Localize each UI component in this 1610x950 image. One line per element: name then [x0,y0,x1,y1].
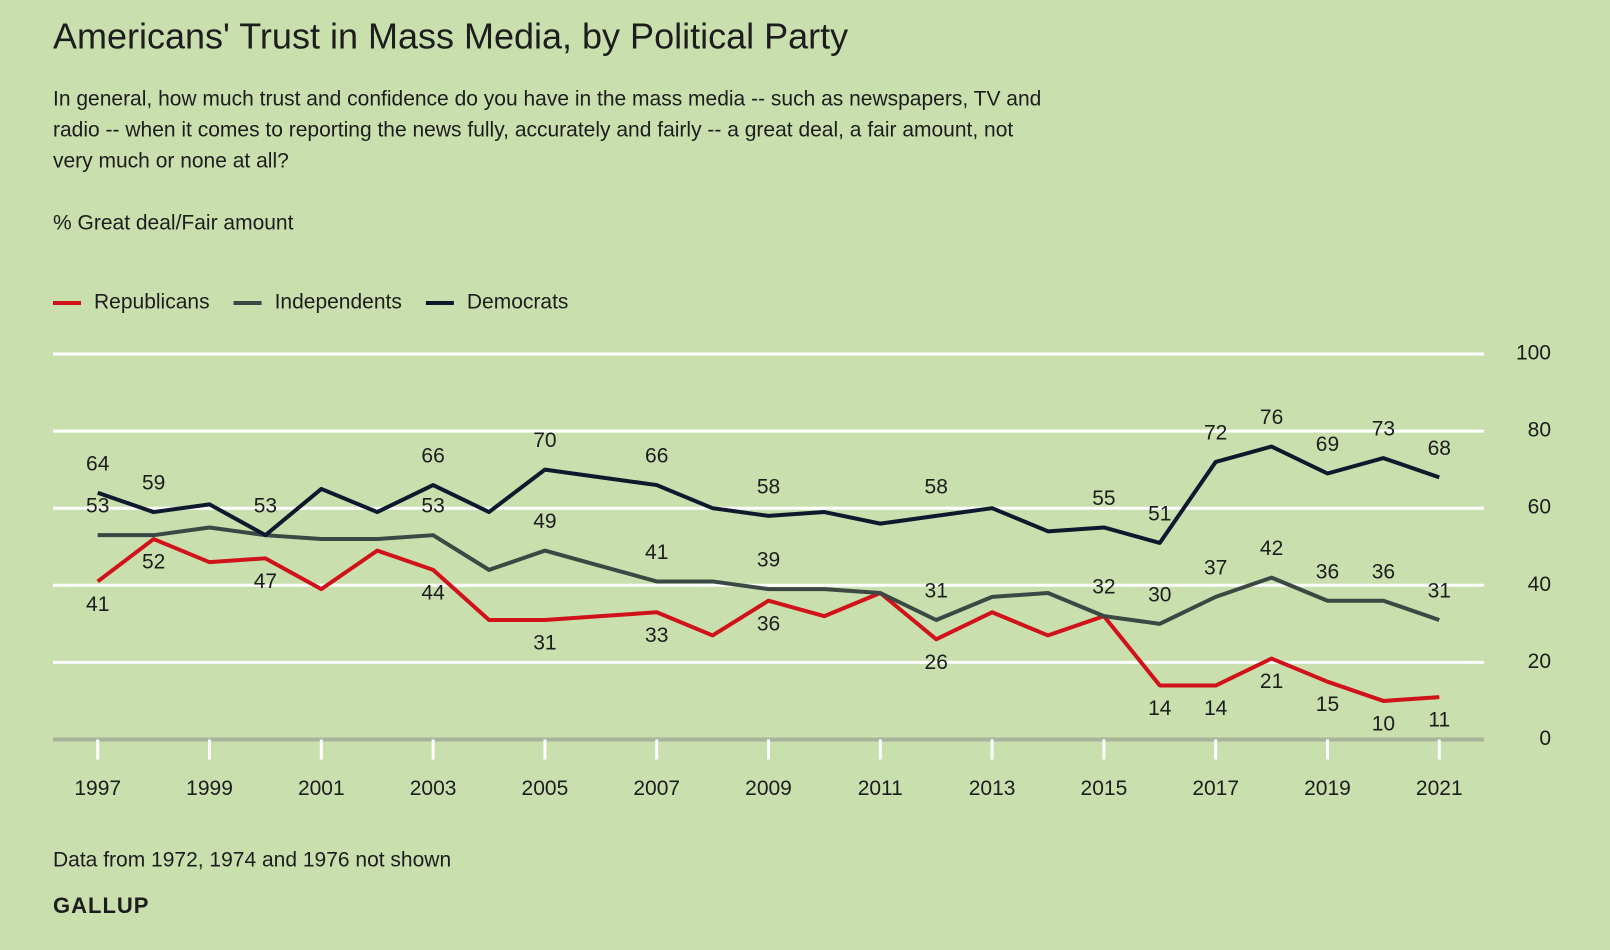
data-label: 26 [925,651,948,674]
data-label: 14 [1204,697,1228,720]
data-label: 64 [86,452,110,475]
data-label: 53 [86,495,109,518]
data-label: 31 [925,580,948,603]
chart-title: Americans' Trust in Mass Media, by Polit… [53,16,848,57]
legend-label: Democrats [467,291,569,314]
data-label: 14 [1148,697,1172,720]
data-label: 33 [645,624,668,647]
subtitle: In general, how much trust and confidenc… [53,88,1041,111]
x-tick-label: 2015 [1081,777,1128,800]
data-label: 42 [1260,537,1283,560]
data-label: 58 [925,475,948,498]
data-label: 49 [533,510,556,533]
x-tick-label: 2017 [1192,777,1239,800]
data-label: 53 [254,495,277,518]
data-label: 51 [1148,502,1171,525]
data-label: 53 [421,495,444,518]
data-label: 69 [1316,433,1339,456]
y-tick-label: 20 [1528,650,1551,673]
x-tick-label: 2001 [298,777,345,800]
data-label: 66 [645,445,668,468]
x-tick-label: 2007 [633,777,680,800]
subtitle: very much or none at all? [53,150,289,173]
x-tick-label: 2019 [1304,777,1351,800]
subtitle: radio -- when it comes to reporting the … [53,119,1013,142]
data-label: 76 [1260,406,1283,429]
data-label: 36 [757,612,780,635]
source: GALLUP [53,893,149,918]
data-label: 41 [645,541,668,564]
data-label: 58 [757,475,780,498]
legend-label: Independents [275,291,402,314]
note: Data from 1972, 1974 and 1976 not shown [53,849,451,872]
x-tick-label: 1997 [74,777,121,800]
y-tick-label: 40 [1528,573,1551,596]
x-tick-label: 2013 [969,777,1016,800]
x-tick-label: 2021 [1416,777,1463,800]
data-label: 36 [1372,560,1395,583]
data-label: 68 [1428,437,1451,460]
y-tick-label: 80 [1528,419,1551,442]
y-tick-label: 0 [1539,727,1551,750]
line [97,444,1440,545]
data-label: 66 [421,445,444,468]
data-label: 30 [1148,583,1171,606]
x-tick-label: 2011 [858,777,903,800]
data-label: 70 [533,429,556,452]
data-label: 31 [1428,580,1451,603]
data-label: 47 [254,570,277,593]
data-label: 10 [1372,712,1395,735]
data-label: 37 [1204,556,1227,579]
line [97,525,1440,626]
y-tick-label: 60 [1528,496,1551,519]
y-tick-label: 100 [1516,342,1551,365]
data-label: 72 [1204,421,1227,444]
data-label: 44 [421,581,445,604]
data-label: 15 [1316,693,1339,716]
data-label: 52 [142,551,165,574]
line [96,537,1440,703]
data-label: 39 [757,549,780,572]
x-tick-label: 1999 [186,777,233,800]
x-tick-label: 2009 [745,777,792,800]
data-label: 73 [1372,418,1395,441]
data-label: 32 [1092,576,1115,599]
x-tick-label: 2005 [522,777,569,800]
data-label: 21 [1260,670,1283,693]
data-label: 31 [533,632,556,655]
data-label: 41 [86,593,109,616]
data-label: 36 [1316,560,1339,583]
y-axis-label: % Great deal/Fair amount [53,212,294,235]
legend-label: Republicans [94,291,210,314]
data-label: 59 [142,472,165,495]
data-label: 55 [1092,487,1115,510]
x-tick-label: 2003 [410,777,457,800]
data-label: 11 [1428,709,1450,732]
